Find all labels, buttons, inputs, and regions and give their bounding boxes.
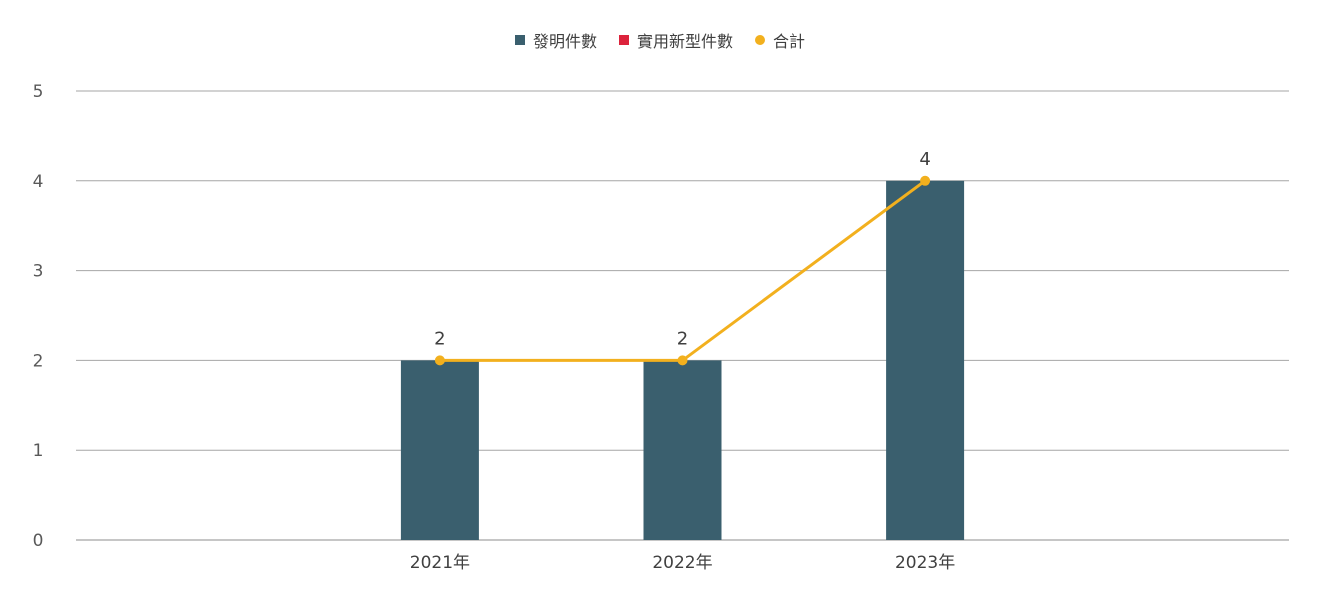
legend-item-invention[interactable]: 發明件數 (514, 28, 597, 52)
y-tick-label: 5 (33, 82, 44, 102)
bar[interactable] (400, 360, 479, 540)
legend: 發明件數 實用新型件數 合計 (0, 28, 1320, 52)
legend-swatch-total (755, 35, 765, 45)
y-tick-label: 0 (33, 531, 44, 551)
total-point[interactable] (920, 175, 931, 186)
x-tick-label: 2021年 (410, 553, 470, 573)
legend-item-total[interactable]: 合計 (755, 28, 805, 52)
data-label: 2 (677, 328, 688, 349)
y-tick-label: 4 (33, 172, 44, 192)
y-tick-label: 3 (33, 262, 44, 282)
y-tick-label: 2 (33, 351, 44, 371)
data-label: 2 (434, 328, 445, 349)
legend-label-invention: 發明件數 (532, 32, 597, 51)
bar[interactable] (886, 180, 965, 541)
x-tick-label: 2022年 (652, 553, 712, 573)
data-label: 4 (919, 149, 930, 170)
legend-item-utility[interactable]: 實用新型件數 (618, 28, 733, 52)
x-tick-label: 2023年 (895, 553, 955, 573)
total-point[interactable] (677, 355, 688, 366)
legend-swatch-invention (514, 35, 525, 45)
bar[interactable] (643, 360, 722, 540)
legend-label-utility: 實用新型件數 (636, 32, 733, 51)
y-tick-label: 1 (33, 441, 44, 461)
legend-swatch-utility (618, 35, 629, 45)
total-point[interactable] (434, 355, 445, 366)
legend-label-total: 合計 (773, 32, 806, 51)
